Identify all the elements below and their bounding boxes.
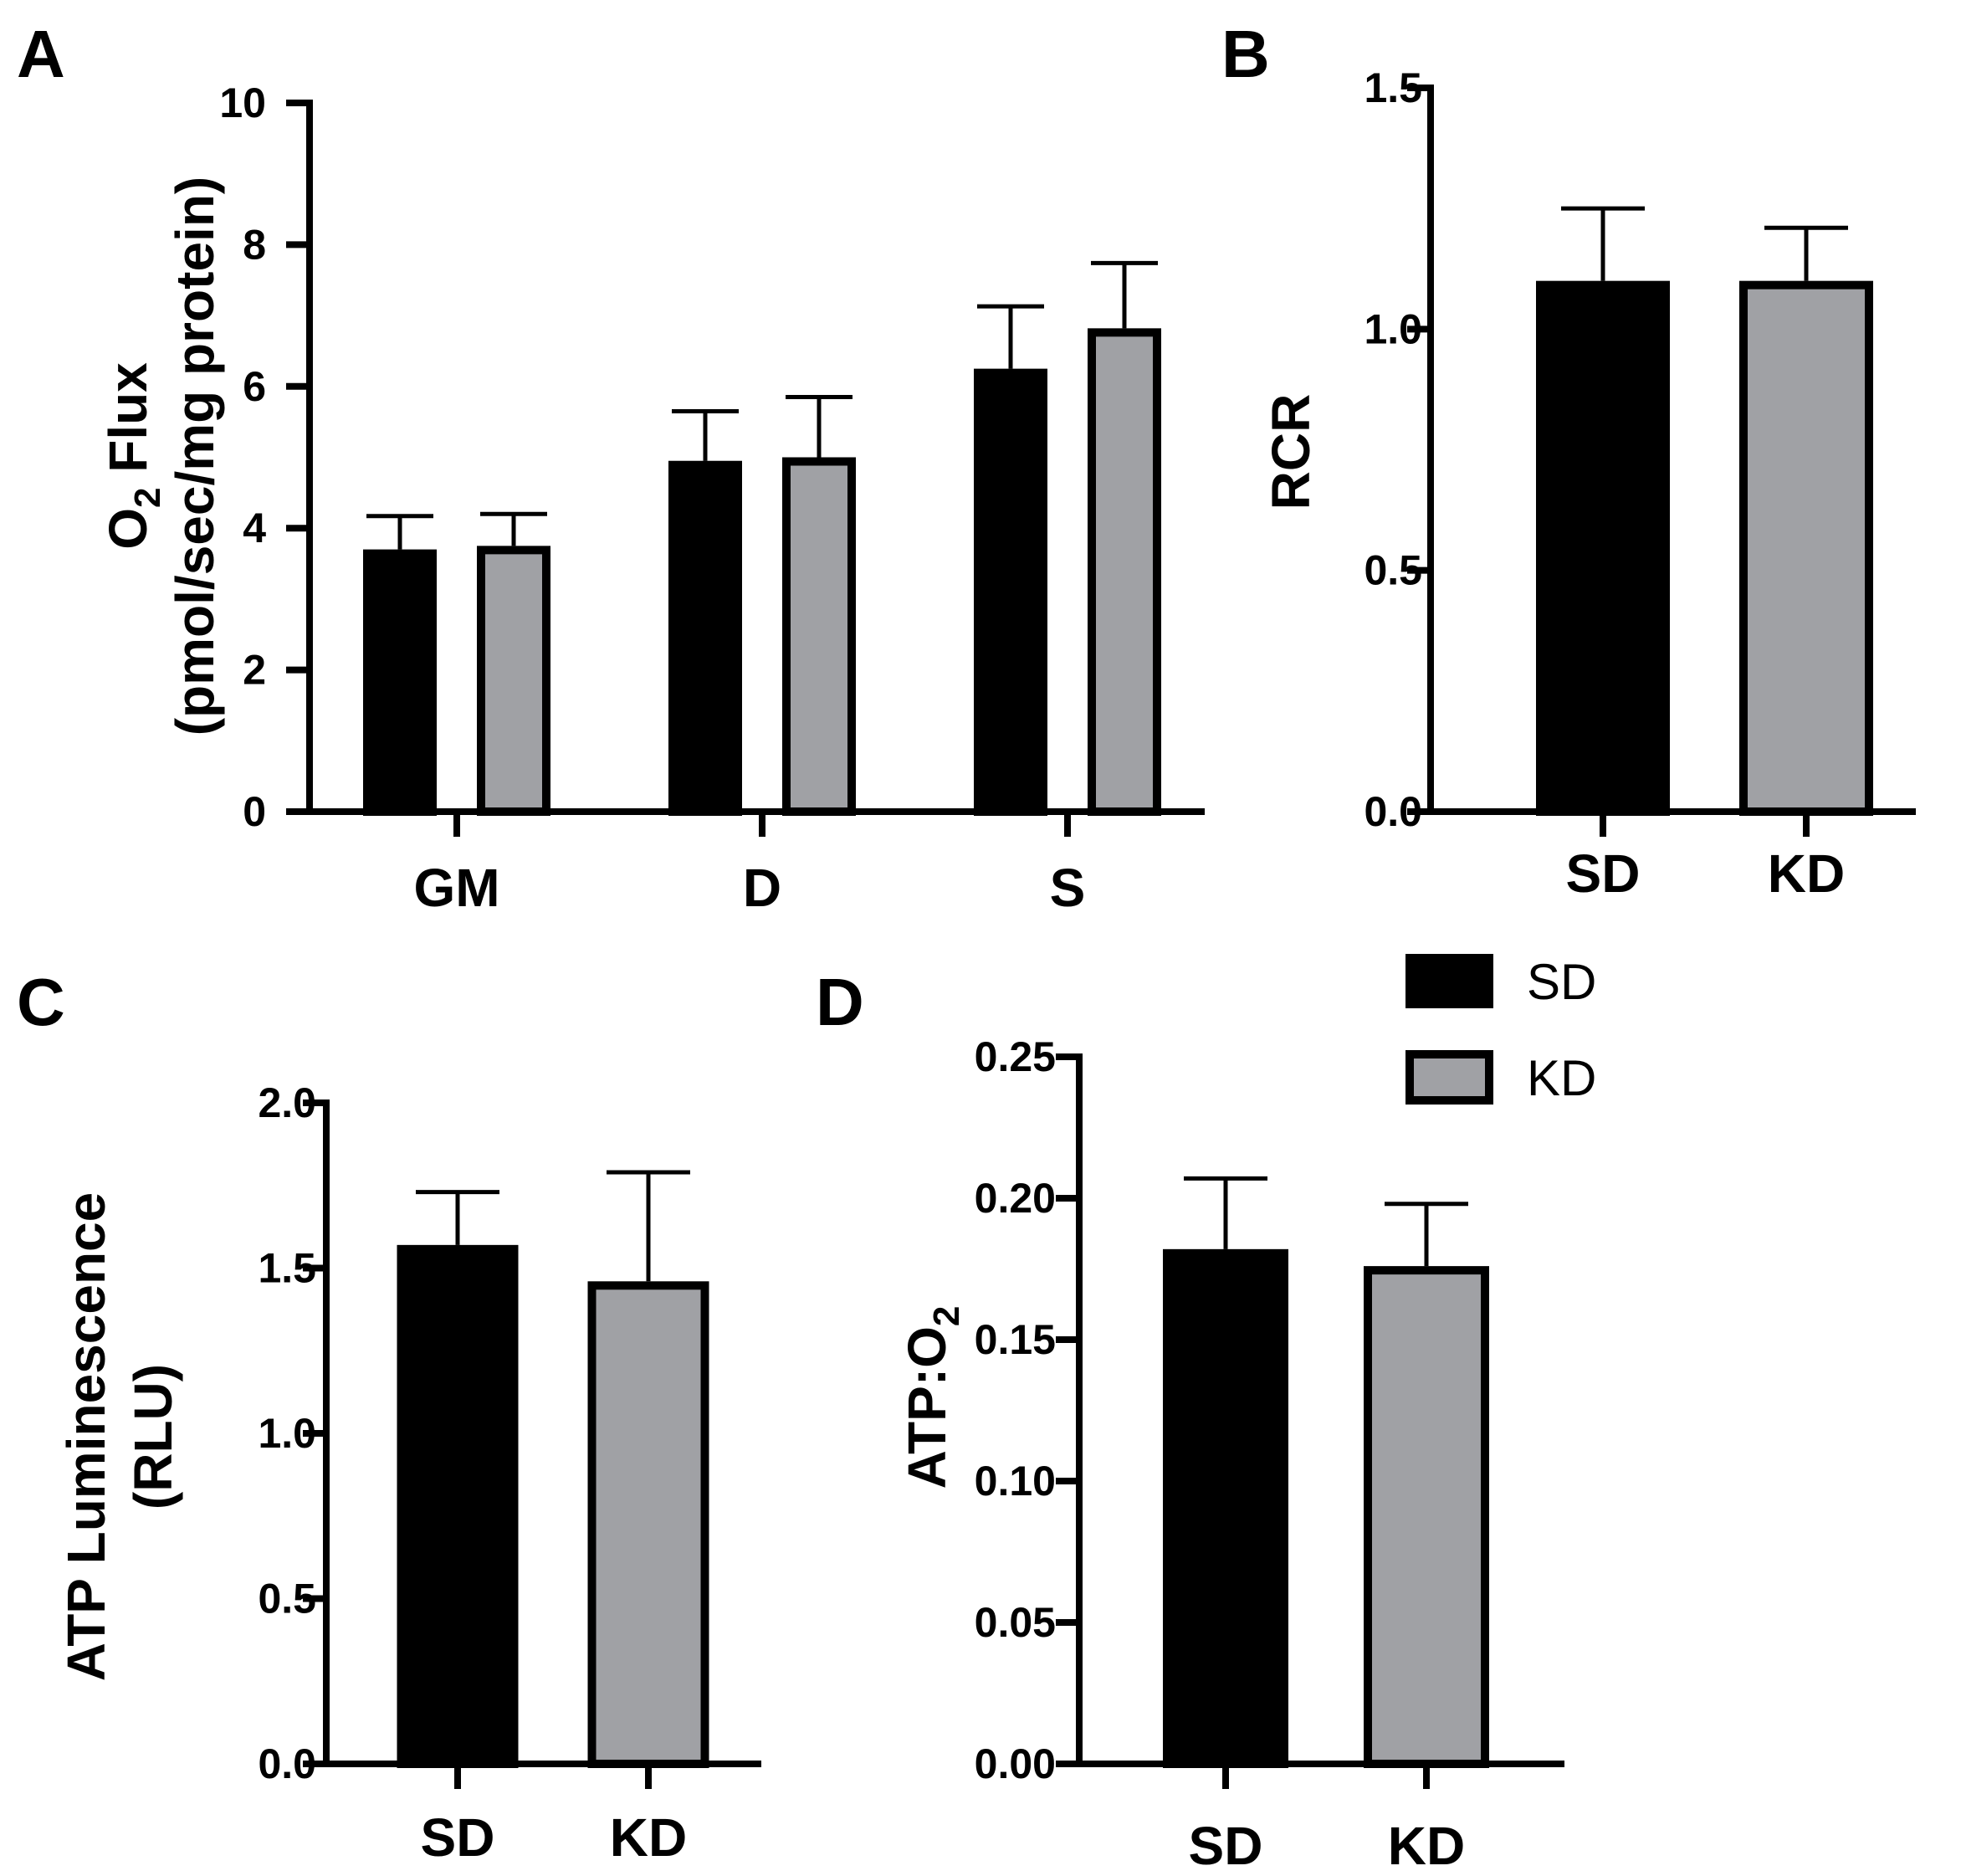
panel-b: B 0.0 0.5 1.0 1.5 SD KD RCR: [1221, 17, 1916, 904]
y-axis-title: ATP:O2: [897, 1306, 967, 1489]
bar-d-kd: [782, 457, 856, 816]
category-label-kd: KD: [1388, 1816, 1465, 1876]
legend-label-sd: SD: [1527, 954, 1596, 1010]
y-axis-title-line2: (pmol/sec/mg protein): [165, 177, 225, 736]
y-tick-label: 10: [219, 79, 266, 126]
y-axis-title-line1: O2 Flux: [98, 362, 168, 550]
legend: SD KD: [1527, 954, 1596, 1106]
bar-kd: [1364, 1266, 1489, 1768]
y-tick-label: 0.20: [975, 1175, 1056, 1222]
y-axis-title-line2: (RLU): [123, 1364, 183, 1510]
y-axis-title-line1: ATP Luminescence: [56, 1192, 116, 1682]
category-label-kd: KD: [1768, 843, 1845, 904]
bar-s-kd: [1088, 328, 1161, 816]
bar-sd: [397, 1244, 519, 1768]
y-axis-title: RCR: [1261, 394, 1321, 510]
y-tick-label: 2.0: [258, 1079, 316, 1126]
category-label-gm: GM: [413, 858, 499, 918]
y-tick-label: 0.0: [1364, 788, 1422, 835]
bar-d-sd: [668, 460, 742, 816]
y-tick-label: 0: [243, 788, 266, 835]
y-tick-label: 1.0: [1364, 305, 1422, 352]
legend-swatch-kd: [1405, 1050, 1493, 1105]
panel-d: D 0.00 0.05 0.10 0.15 0.20 0.25 SD KD ATP:O2: [816, 965, 1564, 1876]
category-label-sd: SD: [1189, 1816, 1263, 1876]
y-tick-label: 0.15: [975, 1316, 1056, 1363]
bar-gm-sd: [363, 549, 437, 816]
panel-letter-c: C: [17, 965, 65, 1039]
panel-letter-d: D: [816, 965, 864, 1039]
y-tick-label: 0.05: [975, 1599, 1056, 1646]
bar-sd: [1163, 1248, 1288, 1768]
y-tick-label: 0.00: [975, 1740, 1056, 1787]
bar-sd: [1536, 280, 1670, 816]
category-label-d: D: [743, 858, 781, 918]
y-tick-label: 1.0: [258, 1410, 316, 1457]
y-tick-label: 0.0: [258, 1740, 316, 1787]
panel-c: C 0.0 0.5 1.0 1.5 2.0 SD KD ATP Luminescence (RLU…: [17, 965, 761, 1868]
panel-a: A 0 2 4 6 8 10 GM D S O2 Flux (pmol/sec/mg protein): [17, 17, 1205, 918]
bar-kd: [1739, 280, 1873, 816]
y-tick-label: 1.5: [1364, 64, 1422, 111]
category-label-sd: SD: [421, 1807, 495, 1868]
category-label-s: S: [1050, 858, 1086, 918]
y-tick-label: 4: [243, 505, 266, 551]
y-tick-label: 6: [243, 363, 266, 410]
y-tick-label: 2: [243, 647, 266, 694]
panel-letter-b: B: [1221, 17, 1270, 91]
y-tick-label: 0.25: [975, 1033, 1056, 1080]
bar-gm-kd: [477, 546, 550, 816]
legend-label-kd: KD: [1527, 1050, 1596, 1106]
category-label-sd: SD: [1566, 843, 1641, 904]
y-tick-label: 0.5: [1364, 547, 1422, 594]
y-tick-label: 0.10: [975, 1458, 1056, 1504]
category-label-kd: KD: [610, 1807, 687, 1868]
y-tick-label: 1.5: [258, 1245, 316, 1292]
panel-letter-a: A: [17, 17, 65, 91]
legend-swatch-sd: [1405, 954, 1493, 1008]
y-tick-label: 0.5: [258, 1576, 316, 1622]
bar-kd: [587, 1281, 709, 1769]
bar-s-sd: [974, 368, 1047, 816]
y-tick-label: 8: [243, 221, 266, 268]
